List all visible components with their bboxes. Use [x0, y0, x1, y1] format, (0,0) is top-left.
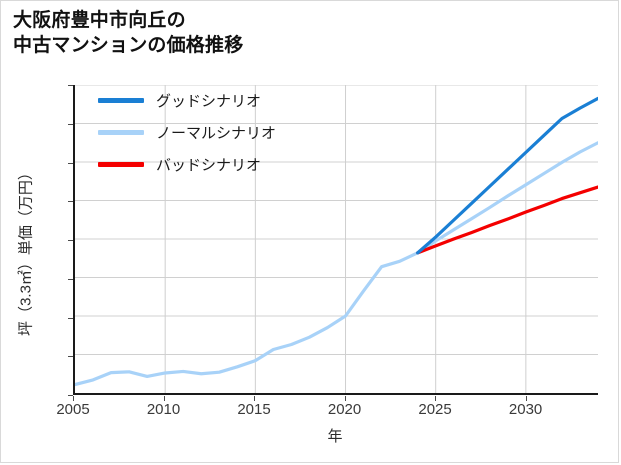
- y-axis-tick-mark: [68, 395, 73, 396]
- y-axis-tick-mark: [68, 201, 73, 203]
- data-series-layer: [75, 85, 598, 393]
- x-axis-tick-label: 2010: [146, 401, 181, 418]
- series-line: [75, 143, 598, 385]
- x-axis-tick-label: 2025: [418, 401, 452, 418]
- y-axis-tick-mark: [68, 162, 73, 164]
- legend-swatch-good: [98, 98, 144, 103]
- y-axis-tick-mark: [68, 240, 73, 241]
- y-axis-tick-mark: [68, 356, 73, 358]
- page-title: 大阪府豊中市向丘の 中古マンションの価格推移: [13, 10, 244, 57]
- legend-label-bad: バッドシナリオ: [156, 157, 262, 174]
- x-axis-tick-mark: [254, 396, 256, 401]
- x-axis-tick-label: 2020: [327, 401, 362, 418]
- legend-label-good: グッドシナリオ: [156, 93, 262, 110]
- series-line: [418, 98, 598, 252]
- x-axis-title: 年: [327, 428, 343, 445]
- x-axis-tick-mark: [163, 396, 165, 401]
- x-axis-tick-mark: [525, 396, 527, 401]
- chart-legend: グッドシナリオ ノーマルシナリオ バッドシナリオ: [98, 90, 276, 175]
- y-axis-tick-mark: [68, 123, 73, 125]
- legend-swatch-bad: [98, 162, 144, 167]
- x-axis-tick-label: 2030: [508, 401, 543, 418]
- x-axis-tick-label: 2005: [56, 401, 90, 418]
- legend-label-normal: ノーマルシナリオ: [156, 125, 277, 142]
- gridlines: [75, 85, 598, 393]
- series-line: [418, 187, 598, 253]
- y-axis-tick-mark: [68, 278, 73, 280]
- x-axis-tick-mark: [435, 396, 437, 401]
- x-axis-tick-label: 2015: [237, 401, 271, 418]
- y-axis-title: 坪（3.3㎡）単価（万円）: [17, 165, 35, 336]
- y-axis-tick-mark: [68, 85, 73, 86]
- x-axis-tick-mark: [73, 396, 74, 401]
- y-axis-tick-mark: [68, 317, 73, 319]
- legend-item-normal[interactable]: ノーマルシナリオ: [98, 122, 276, 143]
- x-axis-tick-mark: [344, 396, 346, 401]
- legend-item-bad[interactable]: バッドシナリオ: [98, 154, 276, 175]
- legend-item-good[interactable]: グッドシナリオ: [98, 90, 276, 111]
- legend-swatch-normal: [98, 130, 144, 135]
- plot-area: [73, 85, 598, 395]
